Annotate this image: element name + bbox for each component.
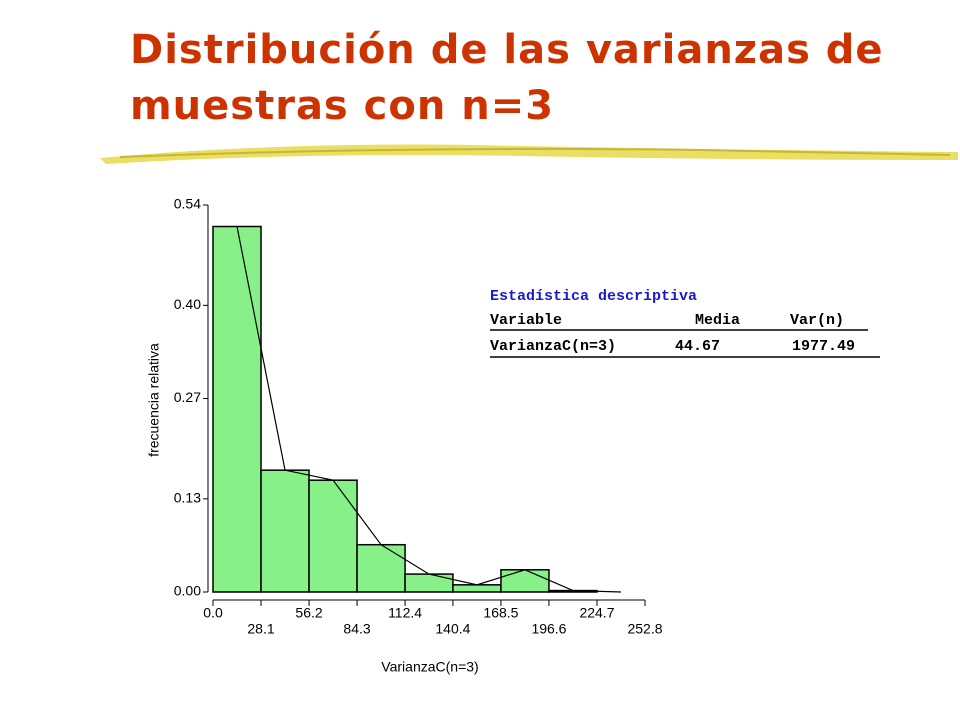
x-tick-label: 224.7 [579, 605, 614, 621]
table-cell: 44.67 [675, 338, 720, 355]
y-tick-label: 0.00 [174, 583, 201, 599]
x-axis-label: VarianzaC(n=3) [381, 659, 478, 675]
bar [404, 573, 454, 593]
bar [452, 584, 502, 593]
table-header: Variable [490, 312, 562, 329]
slide-title: Distribución de las varianzas de muestra… [130, 27, 884, 129]
x-tick-label: 28.1 [247, 621, 274, 637]
table-cell: VarianzaC(n=3) [490, 338, 616, 355]
x-tick-label: 0.0 [203, 605, 223, 621]
y-tick-label: 0.54 [174, 196, 201, 212]
y-tick-label: 0.40 [174, 296, 201, 312]
bar [500, 569, 550, 593]
x-tick-label: 168.5 [483, 605, 518, 621]
bar [260, 469, 310, 593]
frequency-polygon [236, 226, 622, 593]
table-header: Var(n) [790, 312, 844, 329]
table-title: Estadística descriptiva [490, 288, 697, 305]
table-header: Media [695, 312, 740, 329]
x-tick-label: 84.3 [343, 621, 370, 637]
x-tick-label: 56.2 [295, 605, 322, 621]
bar [212, 225, 262, 593]
x-tick-label: 252.8 [627, 621, 662, 637]
x-tick-label: 140.4 [435, 621, 470, 637]
y-axis-label: frecuencia relativa [146, 343, 162, 457]
bar [308, 479, 358, 593]
bar [356, 543, 406, 593]
y-tick-label: 0.13 [174, 490, 201, 506]
brush-stroke [100, 144, 958, 164]
y-tick-label: 0.27 [174, 389, 201, 405]
x-tick-label: 112.4 [388, 605, 422, 621]
table-cell: 1977.49 [792, 338, 855, 355]
brush-stroke-detail [119, 147, 951, 158]
x-tick-label: 196.6 [531, 621, 566, 637]
